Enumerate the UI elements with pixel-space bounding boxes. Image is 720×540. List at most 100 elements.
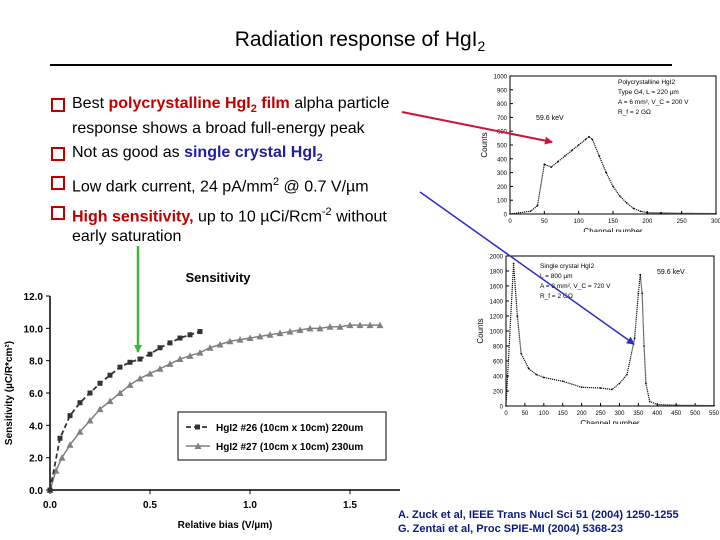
data-point-hgi2-27	[316, 324, 324, 332]
data-point-hgi2-27	[296, 326, 304, 333]
data-point-hgi2-26	[57, 435, 63, 441]
bullet-item: Low dark current, 24 pA/mm2 @ 0.7 V/µm	[48, 172, 468, 197]
spectrum-point	[570, 149, 573, 152]
spectrum-point	[648, 400, 651, 403]
plot-annotation: R_f = 2 GΩ	[540, 293, 573, 300]
data-point-hgi2-27	[196, 349, 204, 356]
y-tick-label: 400	[493, 375, 504, 381]
chart-title: Sensitivity	[185, 270, 251, 285]
y-tick-label: 12.0	[24, 292, 44, 303]
y-tick-label: 300	[497, 171, 508, 177]
data-point-hgi2-26	[187, 332, 193, 338]
spectrum-point	[599, 387, 602, 389]
data-point-hgi2-26	[97, 380, 103, 386]
poly-spectrum-chart: 0 100 200 300 400 500 600 700 800 900 1000 0 50 100 15…	[480, 75, 720, 233]
legend-swatch-marker	[195, 424, 200, 430]
y-tick-label: 0	[504, 213, 508, 219]
x-tick-label: 1.0	[243, 500, 257, 511]
y-axis-label: Counts	[480, 132, 489, 157]
spectrum-point	[656, 403, 659, 406]
spectrum-point	[639, 210, 642, 213]
spectrum-point	[637, 292, 640, 295]
plot-frame	[505, 255, 715, 407]
single-spectrum-chart: 0 200 400 600 800 1000 1200 1400 1600 1800 2000 0 50…	[476, 255, 720, 425]
spectrum-point	[713, 404, 715, 407]
y-tick-label: 200	[493, 390, 504, 396]
data-point-hgi2-26	[157, 345, 163, 351]
x-tick-label: 250	[596, 411, 607, 417]
spectrum-point	[588, 135, 590, 138]
data-point-hgi2-27	[226, 337, 234, 345]
data-point-hgi2-27	[176, 355, 184, 363]
y-axis-label: Counts	[476, 318, 485, 343]
data-point-hgi2-26	[107, 372, 113, 378]
bullet-box-icon	[51, 98, 65, 112]
spectrum-point	[680, 212, 683, 215]
spectrum-point	[561, 380, 564, 383]
legend-entry-hgi2-27: HgI2 #27 (10cm x 10cm) 230um	[216, 442, 363, 453]
data-point-hgi2-27	[166, 360, 174, 367]
y-tick-label: 1400	[490, 300, 504, 306]
spectrum-point	[660, 211, 662, 214]
data-point-hgi2-27	[356, 321, 364, 329]
x-tick-label: 100	[539, 411, 550, 417]
x-tick-label: 50	[541, 219, 548, 225]
spectrum-point	[580, 386, 583, 389]
data-point-hgi2-27	[146, 370, 154, 377]
bullet-box-icon	[51, 176, 65, 191]
x-tick-label: 50	[522, 411, 529, 417]
data-point-hgi2-27	[286, 328, 294, 335]
plot-annotation: A = 8 mm², V_C = 720 V	[540, 283, 611, 290]
plot-annotation: R_f = 2 GΩ	[618, 109, 651, 116]
spectrum-point	[646, 211, 649, 214]
spectrum-point	[643, 345, 645, 347]
spectrum-point	[509, 213, 511, 215]
y-tick-label: 600	[497, 130, 508, 136]
data-point-hgi2-26	[77, 400, 83, 406]
y-tick-label: 100	[497, 199, 508, 205]
data-point-hgi2-27	[206, 344, 214, 351]
chart-legend	[177, 411, 387, 461]
references: A. Zuck et al, IEEE Trans Nucl Sci 51 (2…	[398, 508, 679, 536]
data-point-hgi2-26	[137, 356, 143, 362]
spectrum-point	[543, 163, 546, 166]
x-tick-label: 450	[671, 411, 682, 417]
spectrum-point	[605, 171, 608, 174]
spectrum-point	[610, 388, 613, 391]
spectrum-point	[591, 138, 594, 141]
data-point-hgi2-27	[136, 374, 144, 382]
spectrum-point	[535, 373, 538, 376]
y-tick-label: 600	[493, 360, 504, 366]
data-point-hgi2-27	[266, 331, 274, 338]
data-point-hgi2-27	[366, 321, 374, 329]
plot-annotation: Polycrystalline HgI2	[618, 79, 675, 86]
reference-line: A. Zuck et al, IEEE Trans Nucl Sci 51 (2…	[398, 509, 679, 521]
x-axis-label: Relative bias (V/µm)	[178, 520, 273, 531]
x-tick-label: 0	[504, 411, 508, 417]
x-tick-label: 200	[577, 411, 588, 417]
spectrum-point	[641, 292, 644, 295]
spectrum-point	[645, 382, 647, 385]
spectrum-point	[584, 138, 587, 141]
data-point-hgi2-27	[58, 454, 66, 461]
y-tick-label: 4.0	[29, 421, 43, 432]
spectrum-point	[512, 262, 515, 265]
y-tick-label: 2000	[490, 255, 504, 261]
data-point-hgi2-27	[346, 321, 354, 329]
spectrum-point	[550, 166, 553, 168]
series-line-hgi2-26	[49, 330, 201, 491]
spectrum-point	[505, 405, 507, 407]
x-tick-label: 350	[633, 411, 644, 417]
spectrum-point	[618, 382, 621, 385]
x-tick-label: 0.0	[43, 500, 57, 511]
bullet-box-icon	[51, 205, 65, 220]
x-tick-label: 150	[608, 219, 619, 225]
y-tick-label: 2.0	[29, 454, 43, 465]
data-point-hgi2-27	[306, 324, 314, 332]
y-tick-label: 6.0	[29, 389, 43, 400]
y-tick-label: 200	[497, 185, 508, 191]
data-point-hgi2-26	[87, 390, 93, 396]
sensitivity-chart-panel: Sensitivity 0.0 2.0 4.0 6.0 8.0 10.0 12.0 0.0 0.5…	[0, 268, 410, 540]
data-point-hgi2-27	[106, 397, 114, 405]
reference-line: G. Zentai et al, Proc SPIE-MI (2004) 536…	[398, 523, 623, 535]
